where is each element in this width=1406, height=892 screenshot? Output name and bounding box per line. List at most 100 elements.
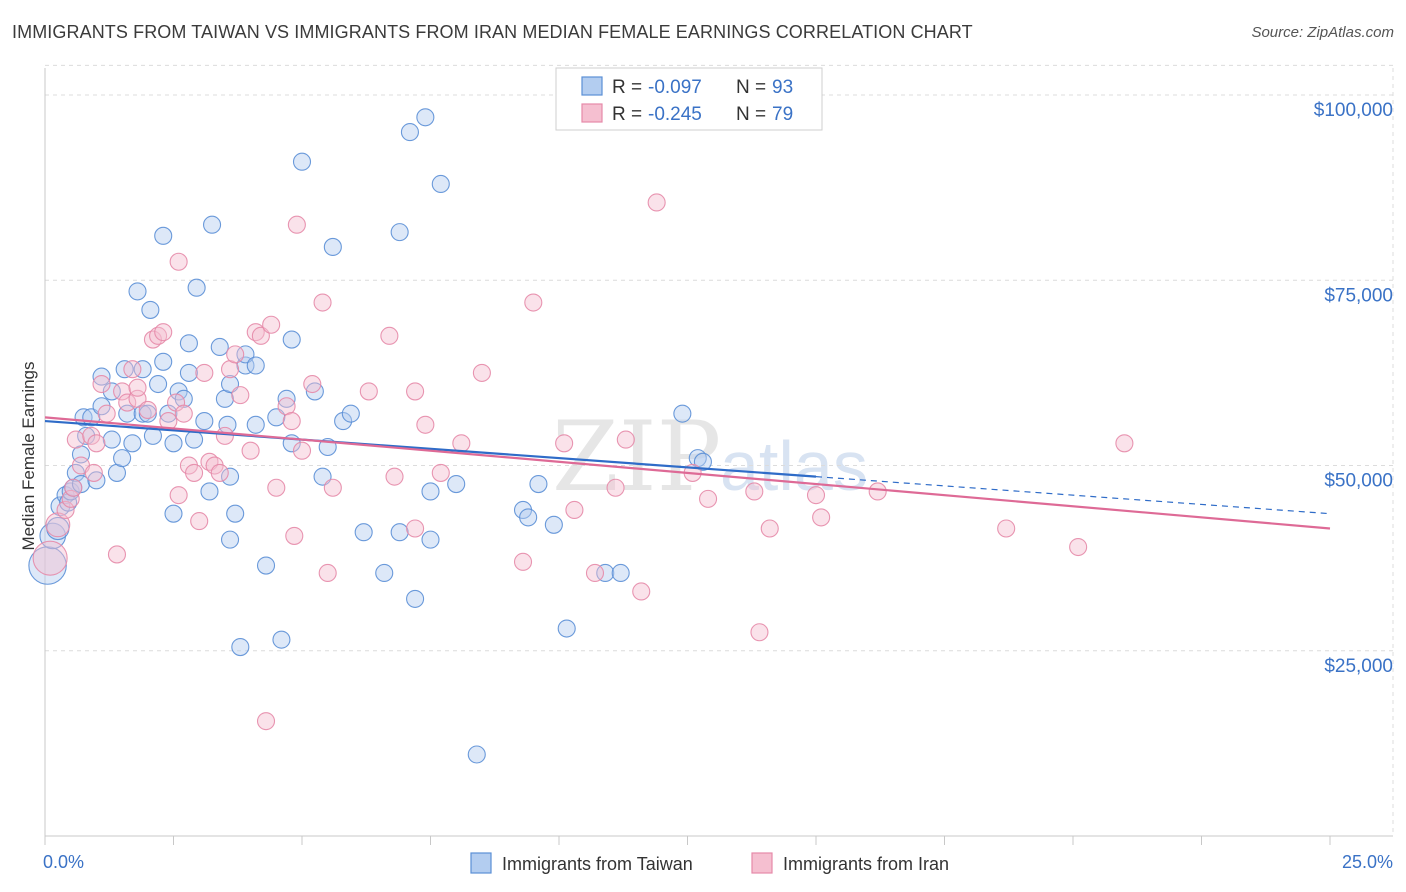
y-tick-label: $75,000 <box>1324 285 1393 306</box>
legend-swatch-taiwan <box>581 76 603 96</box>
iran-point <box>61 489 80 508</box>
taiwan-point <box>529 474 548 494</box>
iran-point <box>256 712 276 731</box>
legend-r-label-taiwan: R = <box>612 77 642 98</box>
iran-point <box>323 478 342 497</box>
iran-point <box>385 467 404 486</box>
chart-source: Source: ZipAtlas.com <box>1251 24 1394 41</box>
iran-trend-line <box>44 416 1331 530</box>
legend-n-value-taiwan: 93 <box>772 77 793 98</box>
iran-point <box>472 363 491 382</box>
series-legend: Immigrants from Taiwan Immigrants from I… <box>470 852 949 874</box>
y-tick-label: $25,000 <box>1324 656 1393 677</box>
legend-n-label-iran: N = <box>736 104 766 125</box>
taiwan-point <box>673 404 692 423</box>
taiwan-point <box>123 434 142 453</box>
iran-point <box>138 400 157 420</box>
taiwan-point <box>164 434 183 453</box>
iran-point <box>84 463 103 482</box>
legend-r-value-taiwan: -0.097 <box>648 77 702 98</box>
iran-point <box>406 519 425 538</box>
iran-point <box>251 326 270 345</box>
y-tick-label: $100,000 <box>1314 100 1393 121</box>
axis-layer: $25,000 $50,000 $75,000 $100,000 0.0% 25.0% <box>43 68 1393 872</box>
bottom-legend-swatch-iran <box>751 852 773 874</box>
taiwan-point <box>416 108 435 127</box>
taiwan-point <box>693 452 712 471</box>
taiwan-point <box>334 412 353 431</box>
iran-point <box>66 430 85 449</box>
x-tick-label-min: 0.0% <box>43 852 84 872</box>
taiwan-point <box>431 174 450 194</box>
legend-r-value-iran: -0.245 <box>648 104 702 125</box>
iran-point <box>565 500 584 520</box>
iran-point <box>431 463 450 482</box>
iran-point <box>92 374 111 394</box>
taiwan-point <box>421 530 440 549</box>
taiwan-point <box>267 408 286 427</box>
iran-point <box>760 519 779 538</box>
taiwan-point <box>596 563 615 583</box>
iran-point <box>406 382 425 401</box>
iran-point <box>87 434 106 453</box>
taiwan-point <box>421 482 440 501</box>
taiwan-point <box>406 589 425 608</box>
iran-point <box>997 519 1016 538</box>
iran-point <box>359 382 378 401</box>
iran-point <box>513 552 533 571</box>
taiwan-point <box>195 412 214 431</box>
taiwan-point <box>141 300 160 319</box>
taiwan-point <box>226 504 245 523</box>
taiwan-trend-line <box>44 419 817 478</box>
legend-swatch-iran <box>581 103 603 123</box>
iran-point <box>1069 537 1088 557</box>
iran-point <box>616 430 635 449</box>
iran-point <box>169 252 188 271</box>
taiwan-point <box>220 530 240 549</box>
chart-title: IMMIGRANTS FROM TAIWAN VS IMMIGRANTS FRO… <box>12 22 973 42</box>
iran-point <box>416 415 435 434</box>
taiwan-point <box>164 504 183 523</box>
taiwan-point <box>236 345 255 364</box>
iran-point <box>210 463 229 482</box>
taiwan-point <box>128 282 147 301</box>
iran-point <box>285 526 304 545</box>
iran-point <box>868 482 887 501</box>
iran-point <box>231 386 250 405</box>
iran-point <box>555 434 574 453</box>
taiwan-trend-extension <box>815 476 1331 515</box>
iran-point <box>812 508 831 527</box>
iran-point <box>745 482 764 501</box>
taiwan-point <box>220 467 240 486</box>
taiwan-point <box>149 374 168 394</box>
iran-point <box>585 563 605 583</box>
taiwan-point <box>179 363 198 382</box>
taiwan-point <box>313 467 332 486</box>
taiwan-point <box>187 278 206 297</box>
taiwan-point <box>447 474 466 494</box>
taiwan-point <box>390 523 409 542</box>
iran-point <box>313 293 332 312</box>
taiwan-point <box>246 415 265 434</box>
y-axis-label: Median Female Earnings <box>19 362 38 551</box>
legend-n-label-taiwan: N = <box>736 77 766 98</box>
taiwan-point <box>272 630 291 649</box>
iran-point <box>750 623 769 642</box>
iran-point <box>524 293 543 312</box>
iran-point <box>128 378 147 397</box>
taiwan-point <box>354 523 373 542</box>
iran-point <box>632 582 651 601</box>
taiwan-point <box>115 360 134 379</box>
legend-n-value-iran: 79 <box>772 104 793 125</box>
taiwan-point <box>133 360 152 379</box>
iran-point <box>282 412 301 431</box>
taiwan-point <box>323 237 342 256</box>
taiwan-point <box>87 471 106 490</box>
taiwan-point <box>77 426 96 445</box>
correlation-legend: R = -0.097 N = 93 R = -0.245 N = 79 <box>555 67 823 131</box>
iran-point <box>303 374 322 394</box>
taiwan-point <box>246 356 265 375</box>
iran-point <box>118 393 137 412</box>
iran-point <box>380 326 399 345</box>
